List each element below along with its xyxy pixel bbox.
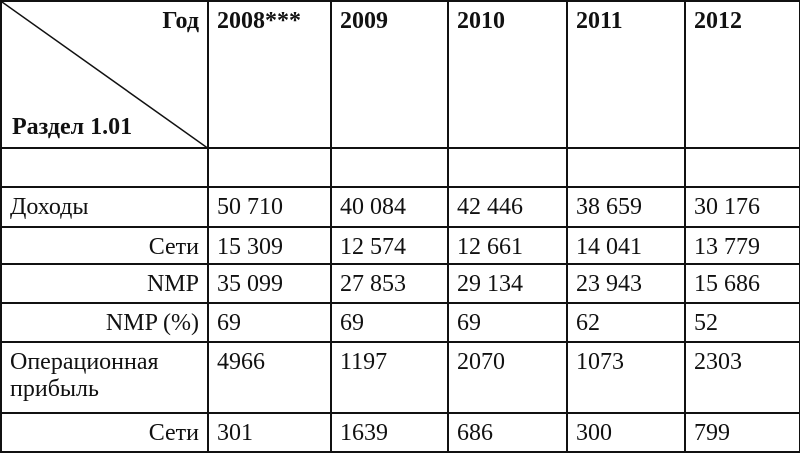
cell: 1073 xyxy=(566,341,686,414)
cell: 15 309 xyxy=(207,226,332,265)
cell: 1639 xyxy=(330,412,449,453)
data-row: Сети 15 309 12 574 12 661 14 041 13 779 xyxy=(0,226,800,265)
row-label: NMP xyxy=(0,263,209,304)
cell: 62 xyxy=(566,302,686,343)
cell: 29 134 xyxy=(447,263,568,304)
cell: 23 943 xyxy=(566,263,686,304)
cell: 301 xyxy=(207,412,332,453)
cell: 35 099 xyxy=(207,263,332,304)
year-header: 2009 xyxy=(330,0,449,149)
cell: 27 853 xyxy=(330,263,449,304)
cell: 4966 xyxy=(207,341,332,414)
cell: 300 xyxy=(566,412,686,453)
corner-cell: Год Раздел 1.01 xyxy=(0,0,209,149)
year-header: 2010 xyxy=(447,0,568,149)
row-label: NMP (%) xyxy=(0,302,209,343)
cell: 15 686 xyxy=(684,263,800,304)
year-header: 2012 xyxy=(684,0,800,149)
row-label: Сети xyxy=(0,226,209,265)
cell: 2070 xyxy=(447,341,568,414)
empty-row xyxy=(0,147,800,188)
empty-cell xyxy=(447,147,568,188)
row-label: Операционная прибыль xyxy=(0,341,209,414)
cell: 30 176 xyxy=(684,186,800,228)
cell: 50 710 xyxy=(207,186,332,228)
diagonal-line xyxy=(2,2,209,149)
cell: 1197 xyxy=(330,341,449,414)
cell: 69 xyxy=(330,302,449,343)
cell: 40 084 xyxy=(330,186,449,228)
cell: 799 xyxy=(684,412,800,453)
diagonal xyxy=(2,2,209,149)
empty-cell xyxy=(684,147,800,188)
cell: 14 041 xyxy=(566,226,686,265)
cell: 52 xyxy=(684,302,800,343)
corner-bottom: Раздел 1.01 xyxy=(12,114,133,140)
cell: 38 659 xyxy=(566,186,686,228)
data-row: NMP 35 099 27 853 29 134 23 943 15 686 xyxy=(0,263,800,304)
data-row: Сети 301 1639 686 300 799 xyxy=(0,412,800,453)
cell: 12 661 xyxy=(447,226,568,265)
empty-cell xyxy=(566,147,686,188)
cell: 69 xyxy=(447,302,568,343)
data-row: Доходы 50 710 40 084 42 446 38 659 30 176 xyxy=(0,186,800,228)
row-label: Сети xyxy=(0,412,209,453)
cell: 42 446 xyxy=(447,186,568,228)
empty-cell xyxy=(0,147,209,188)
cell: 69 xyxy=(207,302,332,343)
data-row: Операционная прибыль 4966 1197 2070 1073 2303 xyxy=(0,341,800,414)
cell: 686 xyxy=(447,412,568,453)
corner-top: Год xyxy=(162,8,199,34)
year-header: 2008*** xyxy=(207,0,332,149)
data-row: NMP (%) 69 69 69 62 52 xyxy=(0,302,800,343)
cell: 13 779 xyxy=(684,226,800,265)
year-header: 2011 xyxy=(566,0,686,149)
cell: 12 574 xyxy=(330,226,449,265)
empty-cell xyxy=(207,147,332,188)
row-label: Доходы xyxy=(0,186,209,228)
cell: 2303 xyxy=(684,341,800,414)
header-row: Год Раздел 1.01 2008*** 2009 2010 2011 2012 xyxy=(0,0,800,149)
empty-cell xyxy=(330,147,449,188)
